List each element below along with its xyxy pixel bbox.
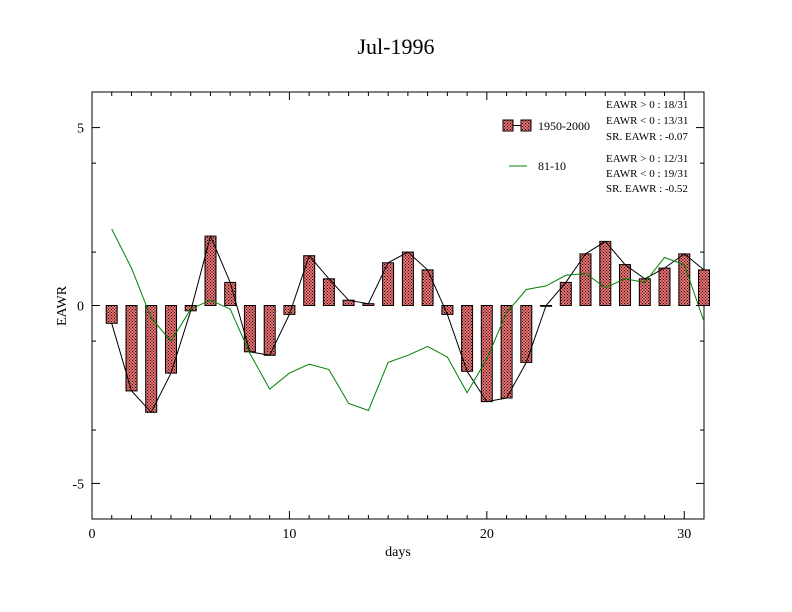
stat-bars-sr: SR. EAWR : -0.07	[606, 131, 688, 143]
series-line-81-10	[111, 228, 705, 412]
y-tick-label--5: -5	[72, 477, 84, 492]
x-axis-ticks: 0 10 20 30	[89, 92, 705, 542]
x-tick-label-0: 0	[89, 527, 96, 542]
legend-label-bars: 1950-2000	[538, 119, 590, 133]
stat-bars-positive: EAWR > 0 : 18/31	[606, 99, 688, 111]
chart-title: Jul-1996	[358, 34, 435, 59]
x-tick-label-30: 30	[677, 527, 691, 542]
bar-day-15	[382, 262, 395, 306]
x-tick-label-10: 10	[282, 527, 296, 542]
stats-block: EAWR > 0 : 18/31 EAWR < 0 : 13/31 SR. EA…	[606, 99, 688, 195]
bar-day-29	[658, 267, 671, 307]
y-tick-label-5: 5	[77, 122, 84, 137]
stat-line-positive: EAWR > 0 : 12/31	[606, 153, 688, 165]
bar-day-31	[698, 269, 710, 306]
bar-day-25	[579, 253, 592, 306]
bar-day-11	[303, 255, 316, 306]
x-tick-label-20: 20	[480, 527, 494, 542]
legend-label-line: 81-10	[538, 159, 566, 173]
bar-day-22	[520, 305, 533, 363]
bar-day-6	[204, 235, 217, 307]
bar-day-4	[165, 305, 177, 374]
y-tick-label-0: 0	[77, 300, 84, 315]
bar-day-16	[401, 251, 414, 307]
bar-day-30	[678, 253, 691, 306]
bars-1950-2000	[105, 235, 710, 413]
bar-day-3	[145, 305, 158, 413]
legend: 1950-2000 81-10	[502, 119, 590, 173]
y-axis-label: EAWR	[55, 285, 70, 326]
legend-swatch-bar	[502, 119, 532, 132]
stat-line-sr: SR. EAWR : -0.52	[606, 183, 688, 195]
x-axis-label: days	[385, 545, 411, 560]
bar-day-24	[559, 281, 572, 306]
bar-day-1	[105, 305, 118, 324]
stat-line-negative: EAWR < 0 : 19/31	[606, 168, 688, 180]
bar-day-17	[421, 269, 434, 306]
bar-envelope-line	[111, 234, 705, 414]
stat-bars-negative: EAWR < 0 : 13/31	[606, 115, 688, 127]
bar-day-27	[619, 264, 631, 307]
bar-day-7	[224, 281, 237, 306]
y-axis-ticks: -5 0 5	[72, 122, 704, 520]
bar-day-20	[480, 305, 493, 403]
bar-day-26	[599, 240, 612, 306]
bar-day-21	[500, 305, 513, 399]
